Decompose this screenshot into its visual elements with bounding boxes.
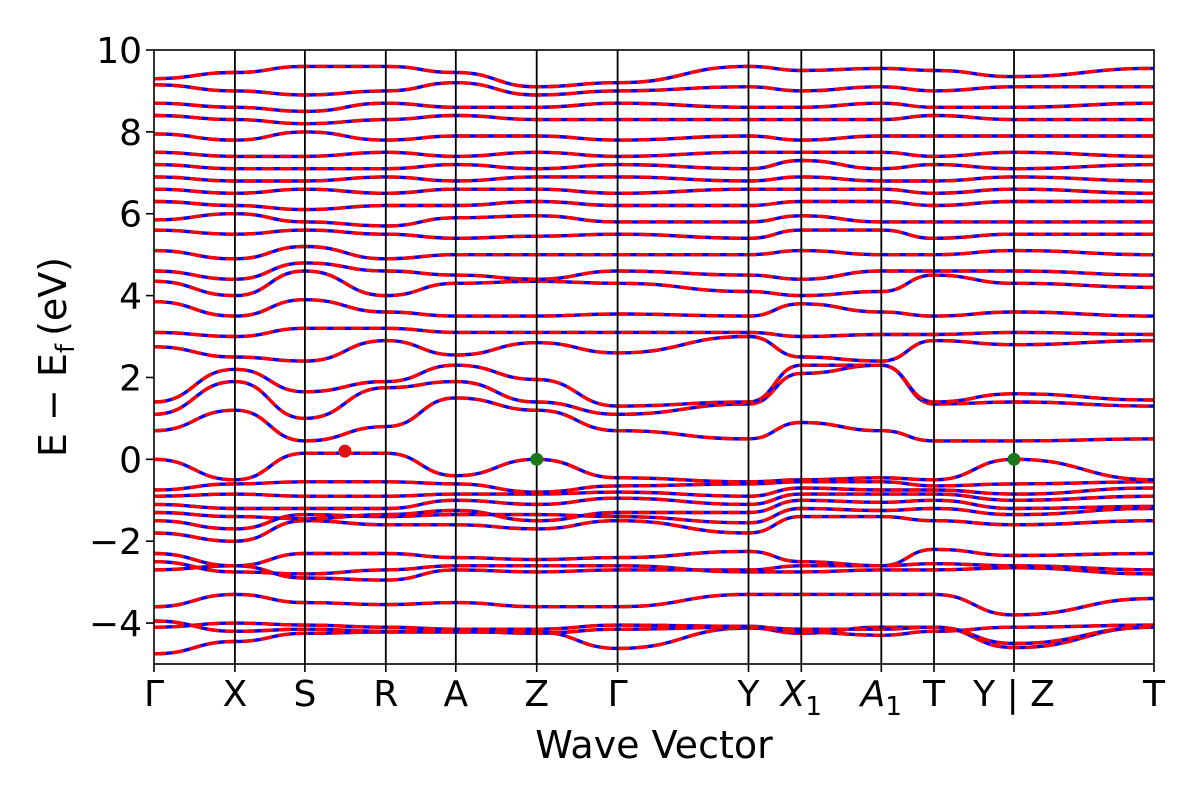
y-axis-title: E − Ef (eV) xyxy=(31,257,81,457)
x-tick-label: A1 xyxy=(859,674,902,722)
y-axis-title-main: E − E xyxy=(31,353,75,457)
y-tick-label: 6 xyxy=(119,195,142,236)
y-tick-label: −4 xyxy=(89,604,142,645)
marker-3 xyxy=(1007,452,1021,466)
high-symmetry-lines xyxy=(233,50,1015,664)
x-tick-label: A xyxy=(443,674,468,715)
y-axis-ticks: −4 −2 0 2 4 6 8 10 xyxy=(89,31,154,645)
x-tick-label: Z xyxy=(524,674,549,715)
marker-2 xyxy=(530,452,544,466)
band-18-dashed xyxy=(153,334,1155,363)
x-tick-label: X xyxy=(223,674,248,715)
y-tick-label: 2 xyxy=(119,358,142,399)
x-tick-label: T xyxy=(922,674,946,715)
x-axis-title: Wave Vector xyxy=(535,723,773,767)
x-tick-label: R xyxy=(373,674,398,715)
y-tick-label: −2 xyxy=(89,522,142,563)
y-tick-label: 8 xyxy=(119,113,142,154)
x-tick-label: Γ xyxy=(144,674,164,715)
y-axis-title-subscript: f xyxy=(51,343,81,353)
y-axis-title-unit: (eV) xyxy=(31,257,75,336)
x-tick-label: X1 xyxy=(779,674,822,722)
x-axis-ticks: Γ X S R A Z Γ Y X1 A1 T Y | Z T xyxy=(144,664,1166,722)
x-tick-label: Y xyxy=(737,674,761,715)
x-tick-label: T xyxy=(1142,674,1166,715)
x-tick-label: S xyxy=(293,674,316,715)
plot-frame xyxy=(153,49,1155,665)
y-tick-label: 0 xyxy=(119,440,142,481)
x-tick-label: Y | Z xyxy=(972,674,1055,715)
y-tick-label: 10 xyxy=(96,31,142,72)
marker-1 xyxy=(338,444,352,458)
markers-layer xyxy=(338,444,1021,466)
y-tick-label: 4 xyxy=(119,277,142,318)
x-tick-label: Γ xyxy=(608,674,628,715)
